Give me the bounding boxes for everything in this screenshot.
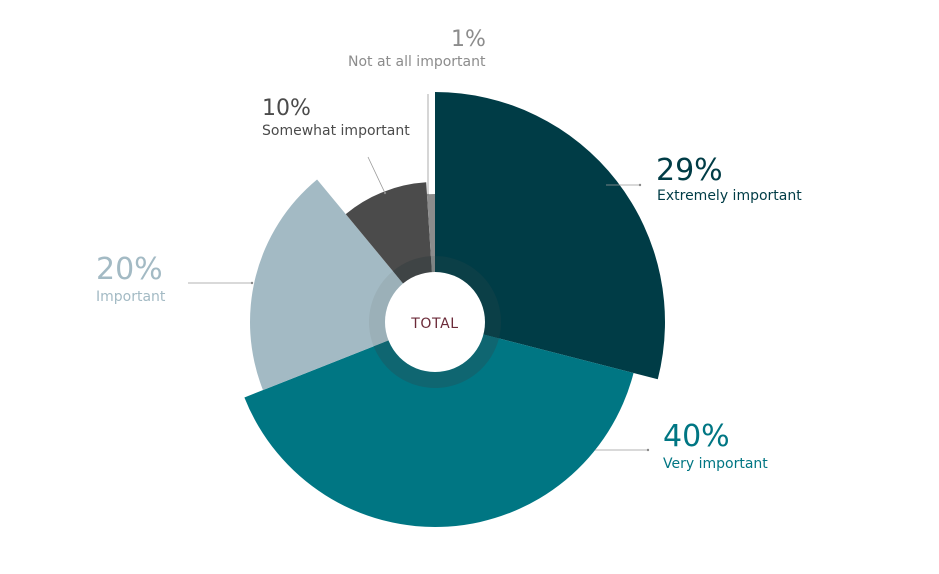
category-label-somewhat-important: Somewhat important xyxy=(262,123,410,139)
leader-dot-extremely-important xyxy=(638,183,642,187)
ring-segment-somewhat-important xyxy=(392,256,432,284)
category-label-extremely-important: Extremely important xyxy=(657,188,802,204)
value-label-not-at-all-important: 1% xyxy=(451,27,486,52)
leader-dot-important xyxy=(250,281,254,285)
slice-labels: 29%Extremely important 40% Very important 2… xyxy=(96,27,802,472)
value-label-important: 20% xyxy=(96,252,163,287)
slice-very-important xyxy=(244,322,634,527)
value-label-very-important: 40% xyxy=(663,419,730,454)
leader-lines xyxy=(188,94,650,452)
leader-dot-somewhat-important xyxy=(383,191,387,195)
ring-segment-not-at-all-important xyxy=(430,256,435,273)
category-label-not-at-all-important: Not at all important xyxy=(348,54,486,70)
center-label: TOTAL xyxy=(410,316,458,332)
leader-dot-not-at-all-important xyxy=(426,193,430,197)
leader-line-somewhat-important xyxy=(367,156,386,194)
ring-segment-important xyxy=(369,271,404,347)
inner-ring xyxy=(369,256,501,389)
center-hole xyxy=(385,272,485,372)
ring-segment-very-important xyxy=(373,334,499,389)
category-label-important: Important xyxy=(96,289,166,305)
ring-segment-extremely-important xyxy=(435,256,501,339)
leader-dot-very-important xyxy=(646,448,650,452)
value-label-extremely-important: 29% xyxy=(656,153,723,188)
value-label-somewhat-important: 10% xyxy=(262,96,311,121)
category-label-very-important: Very important xyxy=(663,456,768,472)
